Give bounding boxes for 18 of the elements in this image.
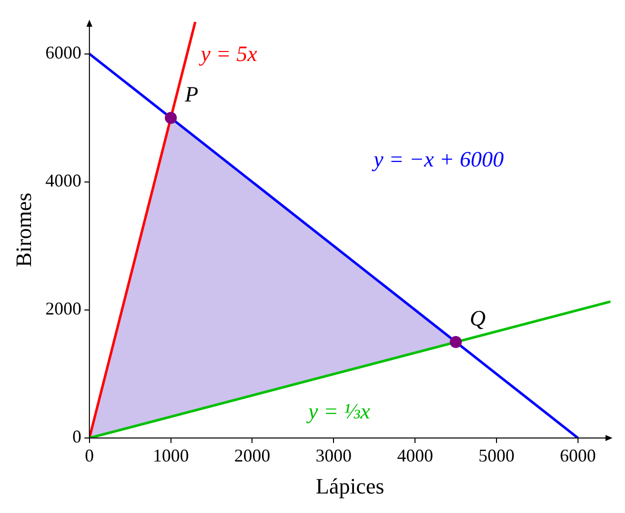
- series-label: y = 5x: [198, 40, 258, 66]
- x-tick-label: 3000: [316, 446, 352, 466]
- x-tick-label: 5000: [478, 446, 515, 466]
- text: y = −x + 6000: [372, 146, 504, 172]
- x-tick-label: 1000: [152, 446, 189, 466]
- annotation: Q: [470, 306, 486, 331]
- series-label: y = ⅓x: [306, 398, 370, 424]
- y-axis-title: Biromes: [10, 192, 36, 268]
- x-tick-label: 2000: [234, 446, 270, 466]
- y-tick-label: 2000: [45, 298, 82, 319]
- y-tick-label: 6000: [45, 42, 82, 63]
- x-axis-title: Lápices: [316, 474, 384, 499]
- x-tick-label: 4000: [397, 446, 434, 466]
- y-tick-label: 4000: [45, 170, 82, 191]
- y-tick-label: 0: [72, 426, 82, 447]
- x-tick-label: 0: [84, 446, 94, 466]
- annotation: P: [184, 82, 198, 107]
- x-tick-label: 6000: [560, 446, 596, 466]
